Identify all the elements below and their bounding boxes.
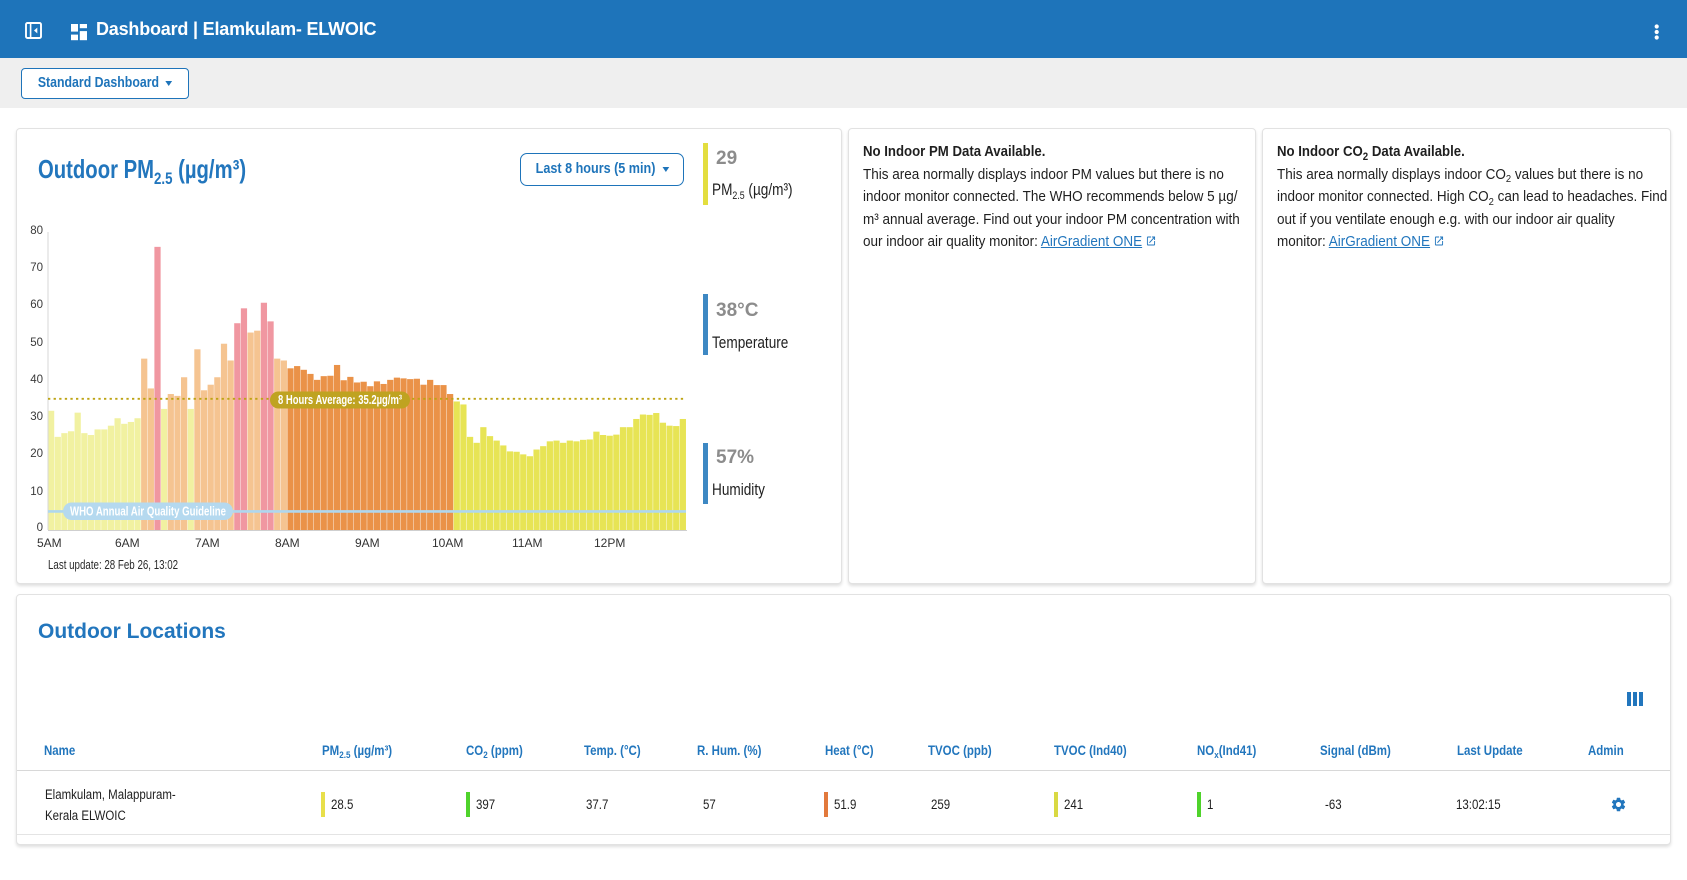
svg-text:8 Hours Average: 35.2µg/m³: 8 Hours Average: 35.2µg/m³ bbox=[278, 393, 402, 407]
svg-text:WHO Annual Air Quality Guideli: WHO Annual Air Quality Guideline bbox=[70, 504, 226, 518]
